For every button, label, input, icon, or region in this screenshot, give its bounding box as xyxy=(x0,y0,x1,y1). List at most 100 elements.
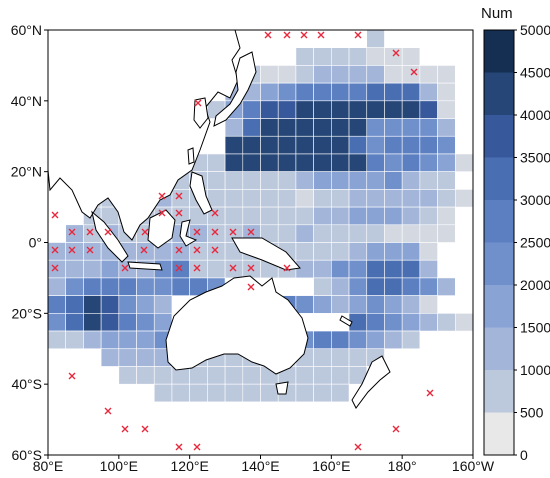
heatmap-cell xyxy=(65,242,84,261)
heatmap-cell xyxy=(348,47,368,66)
heatmap-cell xyxy=(295,171,314,190)
heatmap-cell xyxy=(100,295,120,314)
heatmap-cell xyxy=(437,206,456,226)
colorbar-segment xyxy=(484,115,514,158)
heatmap-cell xyxy=(136,313,155,332)
x-tick-label: 160°W xyxy=(452,458,495,474)
heatmap-cell xyxy=(47,313,67,332)
heatmap-cell xyxy=(313,171,332,190)
heatmap-cell xyxy=(65,330,84,350)
heatmap-cell xyxy=(242,366,261,385)
heatmap-cell xyxy=(384,65,403,84)
heatmap-cell xyxy=(65,277,84,296)
heatmap-cell xyxy=(331,100,350,119)
heatmap-cell xyxy=(260,171,279,190)
heatmap-cell xyxy=(366,277,385,296)
x-axis-ticks: 80°E 100°E 120°E 140°E 160°E 180° 160°W xyxy=(33,455,495,474)
heatmap-cell xyxy=(419,100,438,119)
heatmap-cell xyxy=(153,313,173,332)
heatmap-cell xyxy=(384,135,403,155)
heatmap-cell xyxy=(384,171,403,190)
x-tick-label: 160°E xyxy=(312,458,350,474)
heatmap-cell xyxy=(366,206,385,226)
heatmap-cell xyxy=(384,295,403,314)
heatmap-cell xyxy=(277,100,297,119)
heatmap-cell xyxy=(331,189,350,208)
heatmap-cell xyxy=(437,313,456,332)
heatmap-cell xyxy=(331,224,350,243)
heatmap-cell xyxy=(419,277,438,296)
heatmap-cell xyxy=(437,118,456,137)
heatmap-cell xyxy=(207,171,226,190)
heatmap-cell xyxy=(419,135,438,155)
cross-marker xyxy=(158,192,166,200)
heatmap-cell xyxy=(454,189,474,208)
heatmap-cell xyxy=(331,118,350,137)
heatmap-cell xyxy=(242,153,261,172)
heatmap-cell xyxy=(437,189,456,208)
heatmap-cell xyxy=(136,295,155,314)
heatmap-cell xyxy=(153,383,173,403)
cross-marker xyxy=(175,246,183,254)
heatmap-cell xyxy=(401,135,421,155)
cross-marker xyxy=(193,228,201,236)
heatmap-cell xyxy=(83,330,102,350)
colorbar-tick-label: 4000 xyxy=(520,107,550,123)
heatmap-cell xyxy=(65,259,84,279)
heatmap-cell xyxy=(401,171,421,190)
heatmap-cell xyxy=(348,295,368,314)
heatmap-cell xyxy=(348,171,368,190)
y-axis-ticks: 60°N 40°N 20°N 0° 20°S 40°S 60°S xyxy=(11,22,48,463)
heatmap-cell xyxy=(136,330,155,350)
heatmap-cell xyxy=(313,47,332,66)
heatmap-cell xyxy=(313,259,332,279)
heatmap-cell xyxy=(401,100,421,119)
heatmap-cell xyxy=(295,366,314,385)
heatmap-cell xyxy=(171,277,190,296)
heatmap-cell xyxy=(366,171,385,190)
cross-marker xyxy=(51,211,59,219)
heatmap-cell xyxy=(100,277,120,296)
heatmap-cell xyxy=(295,259,314,279)
cross-marker xyxy=(317,31,325,39)
cross-marker xyxy=(158,209,166,217)
x-tick-label: 140°E xyxy=(241,458,279,474)
colorbar-segment xyxy=(484,242,514,285)
heatmap-cell xyxy=(437,277,456,296)
heatmap-cell xyxy=(171,383,190,403)
heatmap-cell xyxy=(419,242,438,261)
heatmap-cell xyxy=(419,206,438,226)
heatmap-cell xyxy=(331,47,350,66)
heatmap-cell xyxy=(384,259,403,279)
y-tick-label: 60°N xyxy=(11,22,42,38)
heatmap-cell xyxy=(295,100,314,119)
heatmap-cell xyxy=(83,277,102,296)
heatmap-cell xyxy=(277,224,297,243)
heatmap-cell xyxy=(366,118,385,137)
cross-marker xyxy=(68,228,76,236)
heatmap-cell xyxy=(419,82,438,102)
heatmap-cell xyxy=(118,330,137,350)
land-masses xyxy=(47,29,391,409)
cross-marker xyxy=(354,443,362,451)
heatmap-cell xyxy=(384,82,403,102)
heatmap-cell xyxy=(401,295,421,314)
heatmap-cell xyxy=(401,153,421,172)
heatmap-cell xyxy=(207,366,226,385)
philippine-islands xyxy=(189,171,213,215)
cross-marker xyxy=(51,246,59,254)
heatmap-cell xyxy=(419,224,438,243)
heatmap-cell xyxy=(295,47,314,66)
cross-marker xyxy=(193,246,201,254)
cross-marker xyxy=(193,443,201,451)
cross-marker xyxy=(247,283,255,291)
cross-marker xyxy=(121,425,129,433)
heatmap-cell xyxy=(242,171,261,190)
heatmap-cell xyxy=(313,366,332,385)
heatmap-cell xyxy=(437,171,456,190)
heatmap-cell xyxy=(118,295,137,314)
cross-marker xyxy=(51,264,59,272)
java-island xyxy=(127,261,163,271)
heatmap-cell xyxy=(260,189,279,208)
